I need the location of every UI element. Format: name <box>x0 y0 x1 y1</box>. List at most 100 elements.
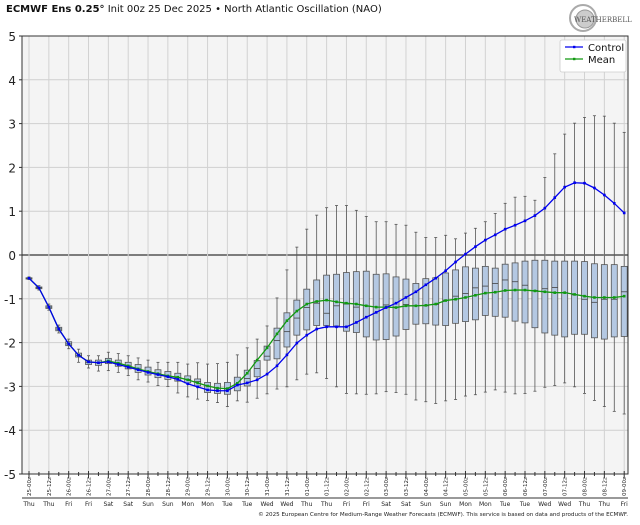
control-point <box>176 378 180 381</box>
control-point <box>67 342 70 346</box>
day-label: Fri <box>621 501 628 508</box>
mean-point <box>612 296 616 299</box>
ensemble-box <box>591 115 598 401</box>
mean-point <box>335 300 338 304</box>
day-label: Sat <box>123 501 133 508</box>
ensemble-box <box>620 131 628 415</box>
y-tick-label: -2 <box>4 337 16 351</box>
mean-point <box>573 293 576 296</box>
mean-point <box>355 302 358 306</box>
day-label: Wed <box>538 501 551 508</box>
x-tick-label: 06-00z <box>503 477 509 496</box>
day-label: Thu <box>598 501 610 508</box>
ensemble-box <box>343 205 350 394</box>
weatherbell-logo: WEATHERBELL <box>569 4 632 32</box>
iqr-box <box>452 269 459 324</box>
control-point <box>583 181 586 185</box>
mean-point <box>374 305 378 309</box>
ensemble-box <box>402 224 410 395</box>
ensemble-box <box>462 232 469 397</box>
control-point <box>484 238 487 242</box>
day-label: Sun <box>162 501 174 508</box>
iqr-box <box>581 261 588 335</box>
iqr-box <box>561 260 569 338</box>
iqr-box <box>293 299 301 336</box>
mean-point <box>345 301 348 305</box>
iqr-box <box>204 382 211 393</box>
x-tick-label: 30-12z <box>245 477 251 496</box>
mean-point <box>216 386 219 390</box>
control-point <box>434 276 438 280</box>
x-tick-label: 27-12z <box>126 477 132 496</box>
control-point <box>444 269 447 273</box>
iqr-box <box>243 369 251 387</box>
iqr-box <box>591 263 598 339</box>
control-point <box>513 223 517 227</box>
x-tick-label: 02-00z <box>344 477 350 496</box>
mean-point <box>186 378 190 382</box>
mean-point <box>543 290 547 294</box>
control-point <box>563 185 566 189</box>
control-point <box>325 325 328 329</box>
ensemble-box <box>273 297 281 390</box>
day-label: Wed <box>558 501 571 508</box>
control-point <box>126 365 130 369</box>
x-tick-label: 04-00z <box>424 477 430 496</box>
iqr-box <box>541 259 549 334</box>
day-label: Sun <box>440 501 452 508</box>
control-point <box>216 389 219 393</box>
mean-point <box>364 304 368 308</box>
iqr-box <box>521 260 529 324</box>
control-point <box>57 327 61 331</box>
x-tick-label: 28-12z <box>166 477 172 496</box>
x-tick-label: 03-00z <box>384 477 390 496</box>
control-point <box>335 325 338 329</box>
mean-point <box>454 297 457 301</box>
control-point <box>424 283 428 287</box>
day-label: Sun <box>142 501 154 508</box>
x-tick-label: 30-00z <box>225 477 231 496</box>
control-point <box>454 260 457 264</box>
control-point <box>593 186 596 190</box>
iqr-box <box>610 264 618 338</box>
ensemble-box <box>600 115 608 407</box>
x-tick-label: 09-00z <box>622 477 628 496</box>
x-tick-label: 07-12z <box>563 477 569 496</box>
title-model: ECMWF Ens 0.25° <box>6 4 105 15</box>
iqr-box <box>422 278 430 325</box>
y-tick-label: 2 <box>8 161 16 175</box>
ensemble-box <box>571 122 578 388</box>
y-tick-label: 0 <box>8 249 16 263</box>
iqr-box <box>283 312 291 348</box>
iqr-box <box>571 260 578 335</box>
day-label: Tue <box>221 501 233 508</box>
control-point <box>156 373 160 376</box>
mean-point <box>275 332 279 336</box>
x-tick-label: 25-00z <box>27 477 33 496</box>
ensemble-box <box>352 209 360 395</box>
control-point <box>236 383 239 387</box>
legend-marker <box>573 45 576 49</box>
day-label: Tue <box>519 501 531 508</box>
mean-point <box>265 346 269 350</box>
control-point <box>27 276 31 280</box>
day-label: Mon <box>479 501 492 508</box>
x-tick-label: 08-00z <box>583 477 589 496</box>
control-point <box>87 360 90 364</box>
control-point <box>136 368 140 372</box>
control-point <box>265 372 269 376</box>
control-point <box>553 196 557 199</box>
mean-point <box>424 304 428 307</box>
control-point <box>622 211 626 215</box>
mean-point <box>404 304 408 308</box>
day-label: Mon <box>181 501 194 508</box>
day-label: Mon <box>201 501 214 508</box>
x-tick-label: 27-00z <box>106 477 112 496</box>
chart-title: ECMWF Ens 0.25° Init 00z 25 Dec 2025 • N… <box>6 4 382 15</box>
control-point <box>503 227 507 231</box>
x-tick-label: 05-12z <box>483 477 489 496</box>
x-tick-label: 29-12z <box>206 477 212 496</box>
ensemble-box <box>204 363 211 401</box>
iqr-box <box>462 266 469 322</box>
control-point <box>116 363 120 366</box>
